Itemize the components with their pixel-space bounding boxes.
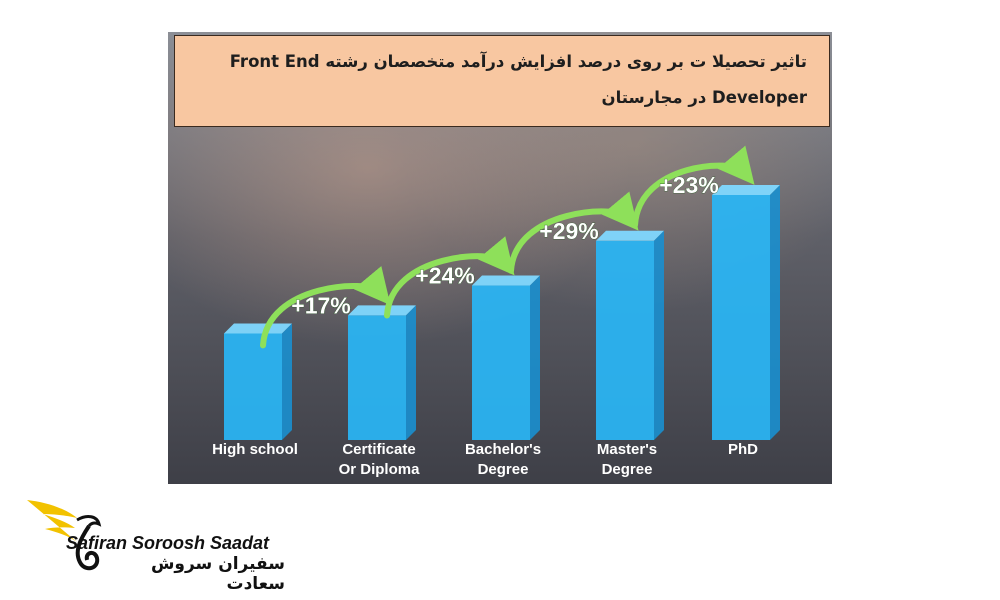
x-tick-label: Degree [478,461,529,478]
x-tick-label: Degree [602,461,653,478]
brand-name-english: Safiran Soroosh Saadat [66,533,270,553]
growth-arrow [632,145,755,228]
x-tick-label: Bachelor's [465,441,541,458]
x-tick-label: PhD [728,441,758,458]
bar-2 [348,305,416,440]
bar-5 [712,185,780,440]
chart-title: تاثیر تحصیلا ت بر روی درصد افزایش درآمد … [174,35,830,127]
growth-label: +24% [415,263,474,289]
growth-label: +17% [291,292,350,318]
bar-3 [472,275,540,440]
growth-arrow [508,191,639,274]
x-tick-label: Master's [597,441,657,458]
company-logo-icon [27,500,102,571]
x-tick-label: High school [212,441,298,458]
x-tick-label: Or Diploma [339,461,421,478]
bar-4 [596,230,664,440]
growth-label: +29% [539,218,598,244]
growth-arrow [260,266,391,349]
bar-1 [224,323,292,440]
growth-label: +23% [659,172,718,198]
growth-arrow [384,236,515,319]
x-tick-label: Certificate [342,441,415,458]
brand-name-persian: سفیران سروش سعادت [150,554,285,594]
bar-chart: High school Certificate Or Diploma Bachelor… [212,145,780,478]
